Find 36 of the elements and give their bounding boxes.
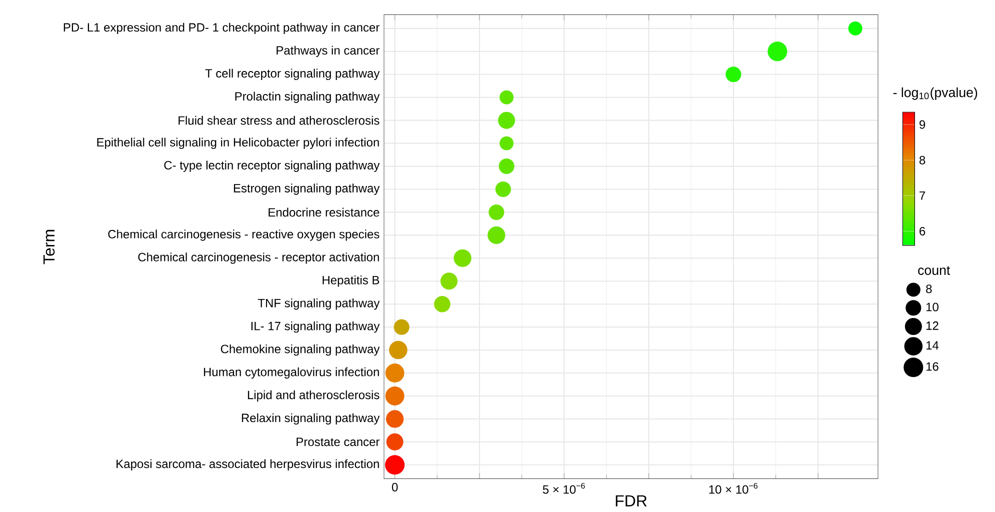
legend-label: 10 — [926, 302, 938, 312]
y-tick-label: Human cytomegalovirus infection — [204, 367, 379, 379]
y-tick-label: Pathways in cancer — [276, 46, 380, 58]
y-tick-label: Relaxin signaling pathway — [242, 413, 380, 425]
legend-label: 12 — [926, 321, 938, 330]
x-tick-label: 10 × 10$^{−6}$ — [709, 482, 758, 494]
y-tick-label: C- type lectin receptor signaling pathway — [164, 160, 380, 172]
y-tick-label: Hepatitis B — [322, 276, 380, 287]
y-tick-label: T cell receptor signaling pathway — [205, 68, 380, 80]
y-tick-label: Chemical carcinogenesis - receptor activation — [138, 252, 379, 264]
color-bar-label: 7 — [920, 192, 926, 200]
y-tick-label: Prostate cancer — [296, 438, 380, 446]
legend-label: 14 — [926, 341, 939, 350]
y-tick-label: Chemical carcinogenesis - reactive oxygen species — [108, 230, 380, 241]
y-tick-label: Fluid shear stress and atherosclerosis — [178, 116, 380, 125]
y-tick-label: Prolactin signaling pathway — [235, 92, 380, 103]
color-bar-label: 6 — [920, 226, 926, 236]
legend-label: 16 — [926, 362, 938, 371]
legend-title: count — [918, 266, 950, 275]
y-tick-label: Lipid and atherosclerosis — [248, 390, 380, 402]
y-tick-label: Chemokine signaling pathway — [220, 344, 380, 356]
y-tick-label: TNF signaling pathway — [258, 298, 380, 310]
y-tick-label: IL- 17 signaling pathway — [251, 321, 380, 333]
y-tick-label: Epithelial cell signaling in Helicobacter pylori infection — [97, 138, 379, 149]
color-bar-label: 8 — [920, 156, 926, 164]
x-tick-label: 0 — [392, 482, 398, 492]
color-bar-label: 9 — [920, 120, 926, 129]
legend-label: 8 — [926, 284, 932, 294]
y-axis-title: Term — [43, 230, 55, 264]
y-tick-label: Endocrine resistance — [268, 208, 380, 217]
color-bar-title: - log$_{10}$(pvalue) — [893, 87, 978, 100]
y-tick-label: Estrogen signaling pathway — [234, 184, 380, 195]
y-tick-label: PD- L1 expression and PD- 1 checkpoint pathway in cancer — [64, 22, 380, 34]
y-tick-label: Kaposi sarcoma- associated herpesvirus infection — [116, 459, 379, 470]
x-axis-title: FDR — [616, 495, 647, 506]
x-tick-label: 5 × 10$^{−6}$ — [542, 482, 585, 494]
